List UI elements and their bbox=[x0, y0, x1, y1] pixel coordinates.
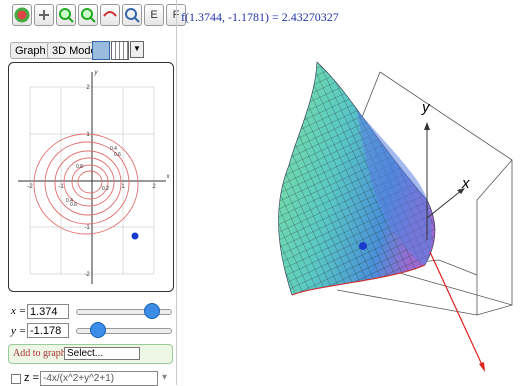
surface-mesh bbox=[278, 62, 435, 295]
y-tick-label: 1 bbox=[86, 132, 90, 138]
slider-thumb[interactable] bbox=[90, 322, 106, 338]
add-label: Add to graph: bbox=[13, 348, 69, 359]
grid-icon[interactable] bbox=[111, 41, 129, 60]
slider-track bbox=[76, 328, 172, 334]
grid-icon[interactable] bbox=[92, 41, 110, 60]
point-3d[interactable] bbox=[359, 242, 367, 250]
contour-plot: 0.4 0.6 0.8 0.4 0.6 0.2 -2 -1 1 2 2 1 -1… bbox=[8, 62, 174, 292]
function-label: z = bbox=[24, 372, 39, 384]
contour-label: 0.6 bbox=[70, 202, 77, 208]
x-tick-label: -2 bbox=[27, 184, 33, 190]
y-tick-label: 2 bbox=[86, 85, 90, 91]
slider-label: x = bbox=[11, 305, 27, 317]
axis-label: y bbox=[94, 70, 99, 76]
contour-label: 0.2 bbox=[102, 186, 109, 192]
contour-label: 0.6 bbox=[114, 152, 121, 158]
axes bbox=[426, 125, 463, 240]
icon-button[interactable] bbox=[34, 4, 54, 26]
icon-button[interactable] bbox=[12, 4, 32, 26]
gradient-arrow bbox=[429, 251, 484, 368]
axis-label: x bbox=[461, 175, 470, 192]
plot-3d: y x bbox=[278, 61, 513, 372]
x-tick-label: -1 bbox=[58, 184, 64, 190]
menu-arrow[interactable]: ▾ bbox=[162, 372, 168, 383]
surface-edge bbox=[291, 264, 426, 296]
select[interactable]: Select... bbox=[64, 347, 140, 360]
axis-label: y bbox=[421, 99, 431, 116]
tab[interactable]: 3D Mode bbox=[47, 42, 102, 59]
contour-label: 0.4 bbox=[66, 198, 73, 204]
slider-input[interactable]: -1.178 bbox=[27, 323, 69, 338]
search-button[interactable] bbox=[122, 4, 142, 26]
surface-fold bbox=[357, 110, 432, 265]
x-tick-label: 2 bbox=[152, 184, 156, 190]
slider-input[interactable]: 1.374 bbox=[27, 304, 69, 319]
point[interactable] bbox=[131, 232, 139, 240]
icon-button[interactable] bbox=[100, 4, 120, 26]
slider-track bbox=[76, 309, 172, 315]
checkbox[interactable] bbox=[11, 374, 21, 384]
axis-label: x bbox=[166, 174, 171, 180]
dropdown-arrow[interactable]: ▼ bbox=[130, 41, 144, 58]
add-to-graph-bar: Add to graph: Select... bbox=[8, 344, 173, 364]
contours bbox=[33, 133, 139, 235]
contour-label: 0.8 bbox=[76, 164, 83, 170]
divider bbox=[176, 0, 177, 385]
y-tick-label: -1 bbox=[84, 225, 90, 231]
x-tick-label: 1 bbox=[121, 184, 125, 190]
contour-label: 0.4 bbox=[110, 146, 117, 152]
tab[interactable]: Graph bbox=[10, 42, 51, 59]
slider-thumb[interactable] bbox=[144, 303, 160, 319]
y-tick-label: -2 bbox=[84, 272, 90, 278]
zoom-in-button[interactable] bbox=[56, 4, 76, 26]
slider-label: y = bbox=[11, 325, 27, 337]
evaluation-text: f(1.3744, -1.1781) = 2.43270327 bbox=[181, 10, 339, 24]
zoom-out-button[interactable] bbox=[78, 4, 98, 26]
function-input[interactable]: -4x/(x^2+y^2+1) bbox=[40, 371, 158, 386]
toolbar-button[interactable]: E bbox=[144, 4, 164, 26]
